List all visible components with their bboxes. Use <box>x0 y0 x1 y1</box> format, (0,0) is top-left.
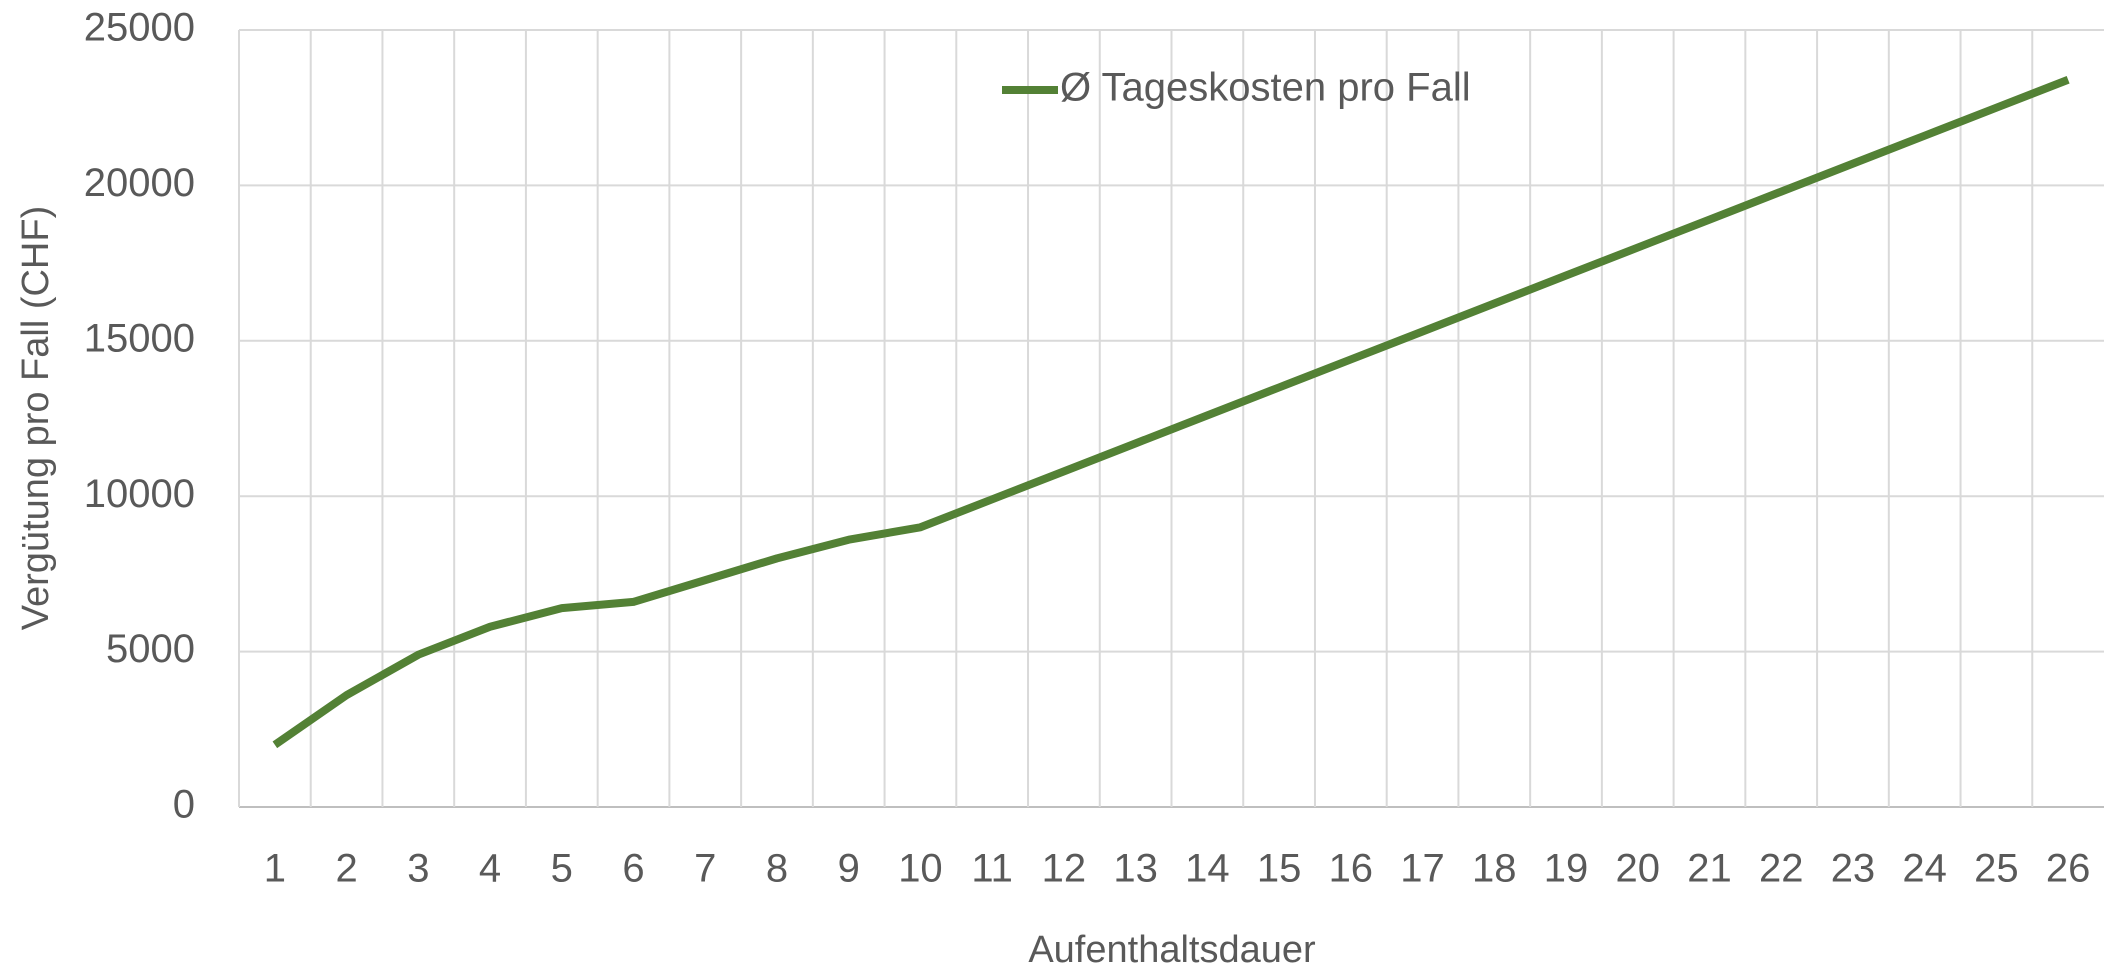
x-tick-label: 22 <box>1759 847 1804 891</box>
x-tick-label: 24 <box>1902 847 1947 891</box>
x-tick-label: 3 <box>407 847 429 891</box>
x-tick-label: 20 <box>1616 847 1661 891</box>
y-tick-label: 5000 <box>106 627 195 671</box>
x-tick-label: 17 <box>1400 847 1445 891</box>
y-tick-label: 25000 <box>84 6 195 50</box>
x-tick-label: 26 <box>2046 847 2091 891</box>
x-tick-label: 8 <box>766 847 788 891</box>
x-tick-label: 1 <box>264 847 286 891</box>
x-tick-label: 9 <box>838 847 860 891</box>
x-tick-label: 16 <box>1329 847 1374 891</box>
y-tick-label: 10000 <box>84 472 195 516</box>
x-tick-label: 23 <box>1831 847 1876 891</box>
x-tick-label: 19 <box>1544 847 1589 891</box>
x-tick-label: 12 <box>1042 847 1087 891</box>
x-tick-label: 11 <box>971 847 1013 891</box>
x-tick-label: 4 <box>479 847 501 891</box>
y-tick-label: 0 <box>173 783 195 827</box>
x-tick-label: 2 <box>335 847 357 891</box>
x-tick-label: 18 <box>1472 847 1517 891</box>
x-tick-label: 14 <box>1185 847 1230 891</box>
legend-label: Ø Tageskosten pro Fall <box>1060 66 1471 110</box>
x-tick-label: 7 <box>694 847 716 891</box>
x-tick-label: 21 <box>1687 847 1732 891</box>
y-axis-title: Vergütung pro Fall (CHF) <box>15 206 57 631</box>
y-tick-label: 20000 <box>84 161 195 205</box>
x-tick-label: 15 <box>1257 847 1302 891</box>
data-line <box>272 76 2070 749</box>
x-tick-label: 13 <box>1113 847 1158 891</box>
x-tick-label: 25 <box>1974 847 2019 891</box>
x-tick-label: 6 <box>622 847 644 891</box>
y-tick-label: 15000 <box>84 316 195 360</box>
x-tick-label: 10 <box>898 847 943 891</box>
x-tick-label: 5 <box>551 847 573 891</box>
x-axis-title: Aufenthaltsdauer <box>1028 929 1316 971</box>
